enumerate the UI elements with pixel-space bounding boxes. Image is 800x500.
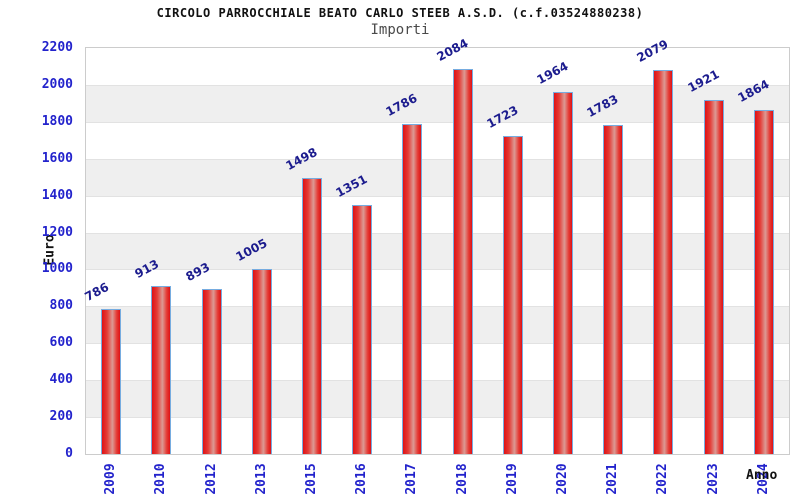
y-axis-ticks: 0 200 400 600 800 1000 1200 1400 1600 1800 2000 220… [0,40,80,461]
plot-band [86,417,789,455]
y-tick-label: 1600 [41,150,73,166]
x-tick-label: 2013 [253,463,269,495]
y-tick-label: 1400 [41,187,73,203]
y-tick-label: 800 [49,298,73,314]
y-tick-label: 0 [65,446,73,461]
bar-2018 [452,69,473,454]
bar-2023 [703,99,724,454]
plot-band [86,269,789,307]
y-tick-label: 400 [49,372,73,388]
plot-band [86,195,789,234]
plot-band [86,380,789,419]
plot-band [86,84,789,123]
y-tick-label: 600 [49,335,73,351]
y-tick-label: 1800 [41,113,73,129]
x-tick-label: 2010 [153,463,169,495]
plot-area: 786 913 893 1005 1498 1351 1786 2084 1723 1964 178… [83,36,790,455]
bar-2017 [402,124,423,454]
y-tick-label: 200 [49,409,73,425]
y-tick-label: 1200 [41,224,73,240]
x-tick-label: 2017 [404,463,420,495]
plot-band [86,306,789,345]
bar-2009 [101,308,122,454]
y-tick-label: 2000 [41,76,73,92]
x-tick-label: 2012 [203,463,219,495]
x-tick-label: 2018 [454,463,470,495]
bar-2012 [201,289,222,454]
x-tick-label: 2019 [504,463,520,495]
bar-2024 [753,110,774,454]
y-tick-label: 1000 [41,261,73,277]
bar-2021 [603,124,624,454]
x-tick-label: 2020 [555,463,571,495]
x-axis-label: Anno [746,468,778,483]
x-tick-label: 2016 [354,463,370,495]
x-tick-label: 2022 [655,463,671,495]
plot-band [86,343,789,381]
x-tick-label: 2023 [705,463,721,495]
plot-band [86,158,789,197]
x-tick-label: 2009 [103,463,119,495]
bar-2016 [352,204,373,454]
x-tick-label: 2015 [303,463,319,495]
bar-2019 [502,136,523,454]
bar-2013 [251,268,272,454]
x-axis-ticks: 2009 2010 2012 2013 2015 2016 2017 2018 2019 2020… [85,455,790,500]
bar-2020 [553,91,574,454]
x-tick-label: 2021 [605,463,621,495]
bar-2022 [653,70,674,454]
chart-title: CIRCOLO PARROCCHIALE BEATO CARLO STEEB A… [156,6,644,20]
y-tick-label: 2200 [41,40,73,55]
plot-band [86,121,789,160]
bar-2015 [301,177,322,454]
bar-2010 [151,285,172,454]
plot-band [86,232,789,271]
chart-subtitle: Importi [370,22,430,38]
